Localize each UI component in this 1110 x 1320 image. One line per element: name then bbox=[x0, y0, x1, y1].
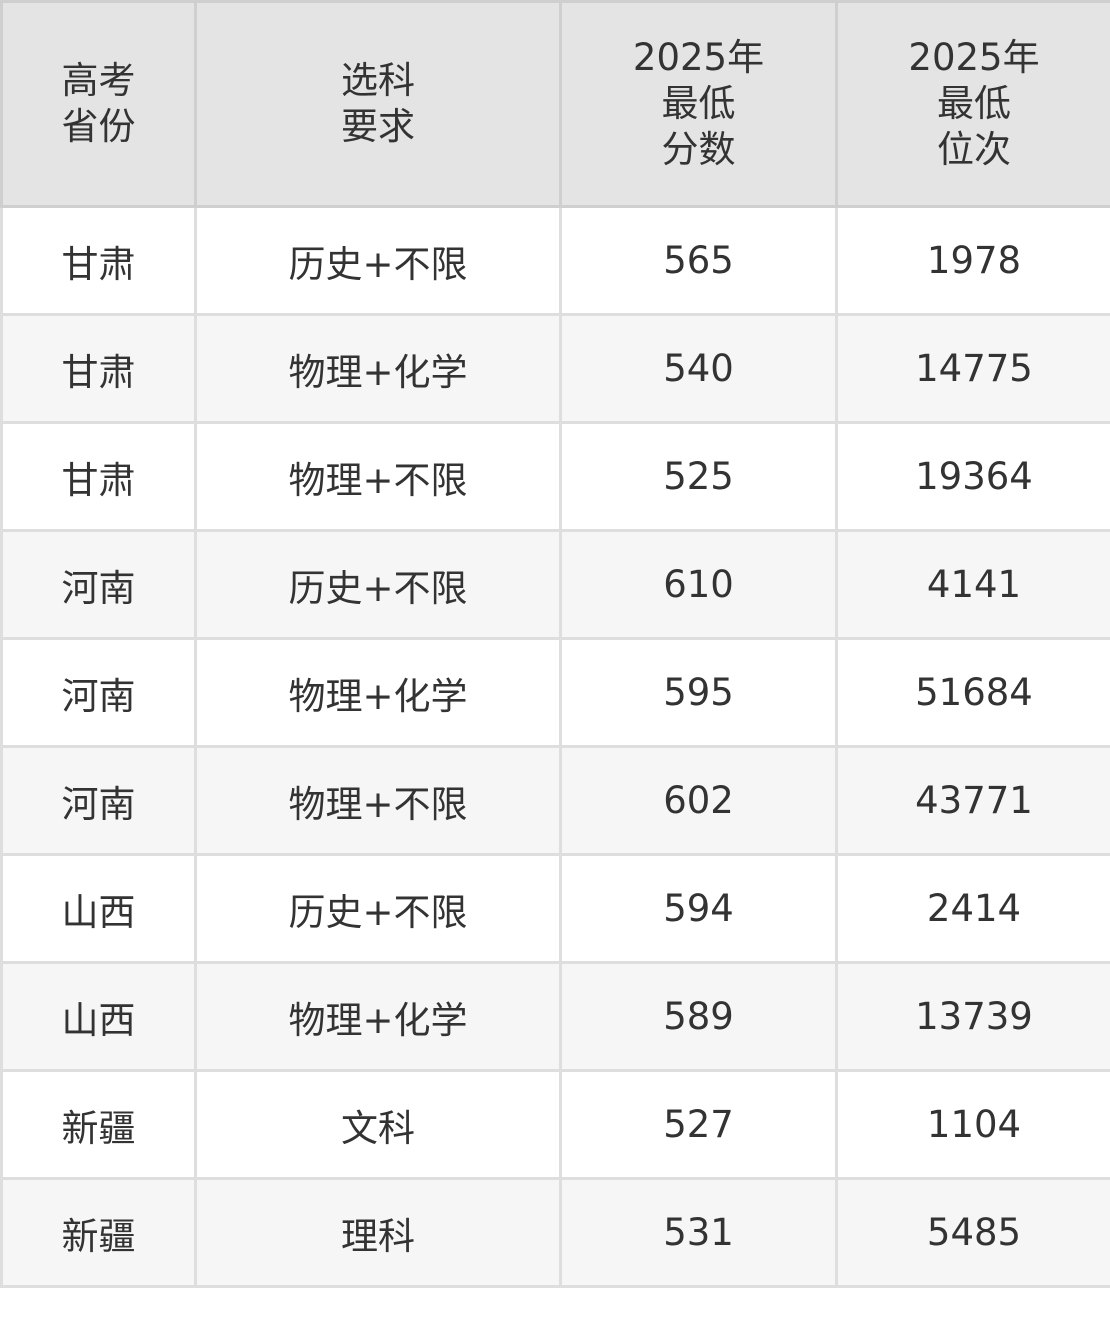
header-min-score: 2025年 最低 分数 bbox=[559, 0, 838, 208]
cell-min-rank: 19364 bbox=[835, 421, 1110, 532]
admission-score-table: 高考 省份 选科 要求 2025年 最低 分数 2025年 最低 位次 甘肃 历史… bbox=[0, 0, 1110, 1288]
cell-province: 河南 bbox=[0, 745, 197, 856]
cell-min-rank: 2414 bbox=[835, 853, 1110, 964]
table-row: 甘肃 物理+不限 525 19364 bbox=[0, 421, 1110, 532]
cell-province: 山西 bbox=[0, 961, 197, 1072]
cell-min-score: 527 bbox=[559, 1069, 838, 1180]
cell-min-rank: 1978 bbox=[835, 205, 1110, 316]
cell-subject-requirement: 物理+不限 bbox=[194, 421, 562, 532]
table-row: 甘肃 物理+化学 540 14775 bbox=[0, 313, 1110, 424]
table-row: 河南 物理+化学 595 51684 bbox=[0, 637, 1110, 748]
cell-min-rank: 14775 bbox=[835, 313, 1110, 424]
cell-subject-requirement: 物理+化学 bbox=[194, 313, 562, 424]
cell-subject-requirement: 历史+不限 bbox=[194, 529, 562, 640]
cell-min-score: 589 bbox=[559, 961, 838, 1072]
cell-subject-requirement: 物理+化学 bbox=[194, 961, 562, 1072]
cell-min-rank: 4141 bbox=[835, 529, 1110, 640]
cell-subject-requirement: 物理+不限 bbox=[194, 745, 562, 856]
cell-subject-requirement: 物理+化学 bbox=[194, 637, 562, 748]
cell-min-rank: 43771 bbox=[835, 745, 1110, 856]
cell-min-score: 531 bbox=[559, 1177, 838, 1288]
cell-min-score: 610 bbox=[559, 529, 838, 640]
table-row: 新疆 文科 527 1104 bbox=[0, 1069, 1110, 1180]
cell-subject-requirement: 历史+不限 bbox=[194, 853, 562, 964]
cell-province: 新疆 bbox=[0, 1069, 197, 1180]
table-row: 甘肃 历史+不限 565 1978 bbox=[0, 205, 1110, 316]
cell-subject-requirement: 历史+不限 bbox=[194, 205, 562, 316]
header-row: 高考 省份 选科 要求 2025年 最低 分数 2025年 最低 位次 bbox=[0, 0, 1110, 208]
cell-subject-requirement: 文科 bbox=[194, 1069, 562, 1180]
table-row: 河南 历史+不限 610 4141 bbox=[0, 529, 1110, 640]
cell-province: 甘肃 bbox=[0, 313, 197, 424]
header-province: 高考 省份 bbox=[0, 0, 197, 208]
cell-min-rank: 5485 bbox=[835, 1177, 1110, 1288]
cell-min-score: 565 bbox=[559, 205, 838, 316]
table-row: 山西 物理+化学 589 13739 bbox=[0, 961, 1110, 1072]
cell-province: 河南 bbox=[0, 637, 197, 748]
table-row: 河南 物理+不限 602 43771 bbox=[0, 745, 1110, 856]
table-row: 新疆 理科 531 5485 bbox=[0, 1177, 1110, 1288]
cell-province: 山西 bbox=[0, 853, 197, 964]
table-row: 山西 历史+不限 594 2414 bbox=[0, 853, 1110, 964]
cell-province: 甘肃 bbox=[0, 421, 197, 532]
cell-province: 新疆 bbox=[0, 1177, 197, 1288]
cell-province: 甘肃 bbox=[0, 205, 197, 316]
cell-min-score: 594 bbox=[559, 853, 838, 964]
cell-province: 河南 bbox=[0, 529, 197, 640]
cell-min-score: 540 bbox=[559, 313, 838, 424]
cell-min-rank: 13739 bbox=[835, 961, 1110, 1072]
header-min-rank: 2025年 最低 位次 bbox=[835, 0, 1110, 208]
header-subject-requirement: 选科 要求 bbox=[194, 0, 562, 208]
cell-min-rank: 51684 bbox=[835, 637, 1110, 748]
cell-min-score: 595 bbox=[559, 637, 838, 748]
cell-min-score: 525 bbox=[559, 421, 838, 532]
cell-min-rank: 1104 bbox=[835, 1069, 1110, 1180]
cell-min-score: 602 bbox=[559, 745, 838, 856]
cell-subject-requirement: 理科 bbox=[194, 1177, 562, 1288]
